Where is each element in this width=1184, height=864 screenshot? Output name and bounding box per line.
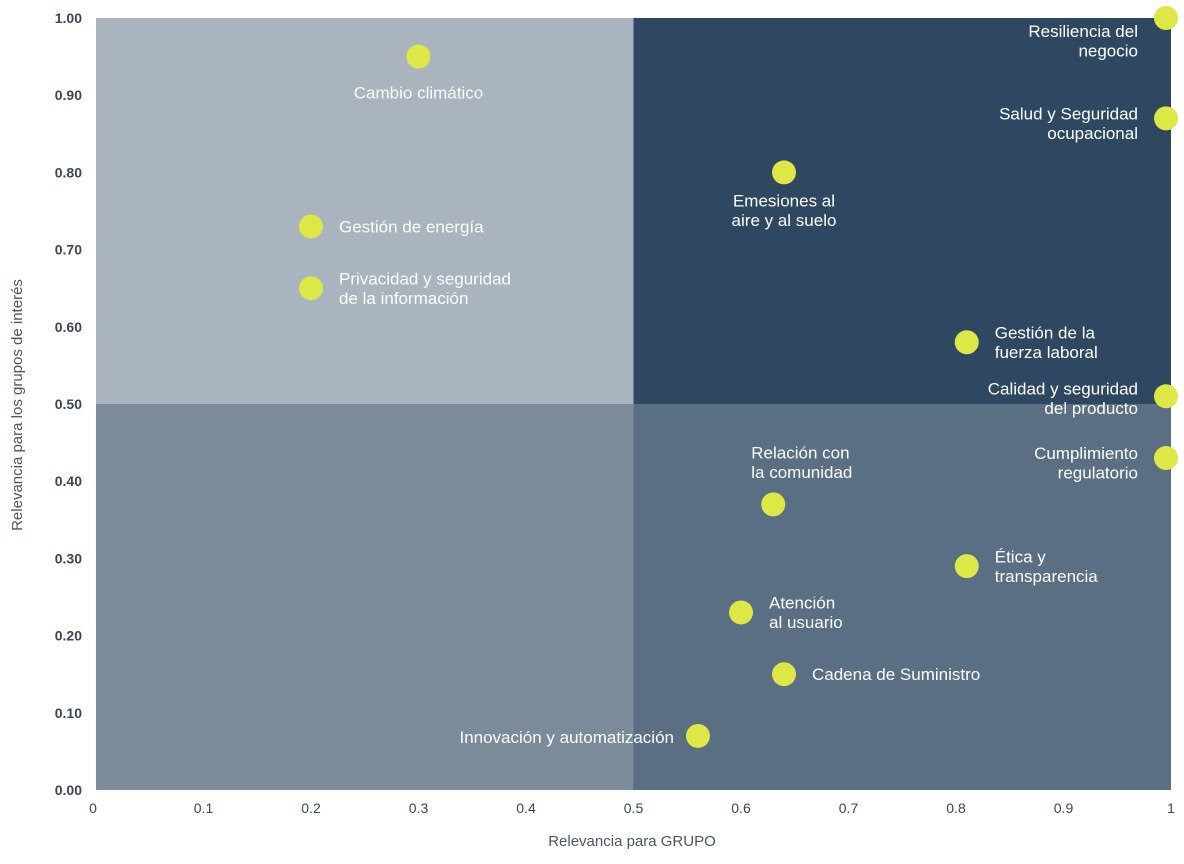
data-point-group: Gestión de energía (299, 214, 484, 239)
x-tick-label: 0.3 (409, 800, 429, 816)
x-tick-label: 1 (1167, 800, 1175, 816)
data-point-marker (1154, 384, 1178, 409)
data-point-marker (729, 600, 753, 625)
data-point-label: Privacidad y seguridad de la información (339, 269, 511, 308)
data-point-group: Resiliencia del negocio (1028, 6, 1178, 61)
y-tick-label: 0.80 (55, 164, 82, 180)
data-point-marker (299, 214, 323, 239)
data-point-marker (686, 723, 710, 748)
data-point-label-line: Relación con (751, 443, 849, 462)
data-point-label: Calidad y seguridad del producto (988, 379, 1138, 418)
data-point-label-line: negocio (1078, 42, 1138, 61)
data-point-label: Resiliencia del negocio (1028, 22, 1138, 61)
data-point-label-line: Gestión de energía (339, 217, 484, 236)
y-tick-label: 0.50 (55, 396, 82, 412)
x-tick-label: 0 (89, 800, 97, 816)
data-point-group: Cumplimiento regulatorio (1034, 444, 1178, 483)
data-point-group: Cambio climático (354, 44, 483, 103)
data-point-marker (761, 492, 786, 517)
data-point-group: Innovación y automatización (459, 723, 710, 748)
y-tick-label: 0.20 (55, 628, 82, 644)
data-point-marker (1154, 446, 1178, 471)
data-point-marker (772, 160, 796, 185)
data-point-label: Relación con la comunidad (751, 443, 852, 482)
quadrant-bottom-left (96, 404, 634, 790)
data-point-label-line: Cambio climático (354, 84, 483, 103)
quadrants (96, 18, 1171, 790)
data-point-label-line: Ética y (995, 547, 1047, 566)
data-point-label-line: Innovación y automatización (459, 728, 674, 747)
y-axis-ticks: 0.00 0.10 0.20 0.30 0.40 0.50 0.60 0.70 0.80 0.90… (55, 10, 82, 798)
data-point-marker (954, 330, 979, 355)
data-point-label: Gestión de energía (339, 217, 484, 236)
x-tick-label: 0.5 (624, 800, 644, 816)
x-axis-label: Relevancia para GRUPO (548, 833, 716, 850)
x-tick-label: 0.8 (946, 800, 966, 816)
data-point-marker (954, 554, 979, 579)
y-tick-label: 0.10 (55, 705, 82, 721)
y-tick-label: 0.00 (55, 782, 82, 798)
data-point-label: Salud y Seguridad ocupacional (999, 104, 1138, 143)
y-tick-label: 0.30 (55, 550, 82, 566)
y-tick-label: 0.60 (55, 319, 82, 335)
data-point-marker (1154, 106, 1178, 131)
y-tick-label: 0.40 (55, 473, 82, 489)
y-axis-label: Relevancia para los grupos de interés (9, 279, 26, 531)
data-point-label: Cumplimiento regulatorio (1034, 444, 1138, 483)
data-point-label: Emesiones al aire y al suelo (732, 191, 837, 230)
data-point-label-line: fuerza laboral (995, 343, 1098, 362)
data-point-label-line: Atención (769, 594, 835, 613)
x-tick-label: 0.6 (731, 800, 751, 816)
y-tick-label: 0.90 (55, 87, 82, 103)
x-tick-label: 0.2 (301, 800, 321, 816)
data-points: Resiliencia del negocio Cambio climático Sa… (299, 6, 1178, 748)
data-point-group: Gestión de la fuerza laboral (954, 323, 1098, 362)
data-point-marker (299, 276, 323, 301)
data-point-label-line: Emesiones al (733, 191, 835, 210)
data-point-group: Atención al usuario (729, 594, 843, 633)
data-point-label-line: Resiliencia del (1028, 22, 1138, 41)
data-point-label-line: Salud y Seguridad (999, 104, 1138, 123)
data-point-marker (1154, 6, 1178, 30)
data-point-group: Salud y Seguridad ocupacional (999, 104, 1178, 143)
data-point-label-line: Calidad y seguridad (988, 379, 1138, 398)
y-tick-label: 1.00 (55, 10, 82, 26)
data-point-label-line: del producto (1044, 399, 1138, 418)
data-point-label-line: Cumplimiento (1034, 444, 1138, 463)
data-point-group: Cadena de Suministro (772, 662, 980, 687)
x-tick-label: 0.9 (1054, 800, 1074, 816)
data-point-label-line: de la información (339, 289, 468, 308)
data-point-group: Ética y transparencia (954, 547, 1099, 586)
data-point-label-line: Privacidad y seguridad (339, 269, 511, 288)
data-point-label-line: Gestión de la (995, 323, 1096, 342)
x-tick-label: 0.7 (839, 800, 859, 816)
data-point-label-line: aire y al suelo (732, 211, 837, 230)
y-tick-label: 0.70 (55, 242, 82, 258)
quadrant-top-right (633, 18, 1171, 404)
data-point-label-line: transparencia (995, 567, 1099, 586)
data-point-label: Atención al usuario (769, 594, 843, 633)
data-point-group: Emesiones al aire y al suelo (732, 160, 837, 230)
data-point-label-line: regulatorio (1058, 464, 1138, 483)
data-point-label-line: ocupacional (1047, 124, 1138, 143)
data-point-marker (406, 44, 431, 69)
x-tick-label: 0.1 (194, 800, 214, 816)
data-point-label: Cambio climático (354, 84, 483, 103)
data-point-label-line: la comunidad (751, 463, 852, 482)
data-point-label: Cadena de Suministro (812, 665, 980, 684)
data-point-group: Calidad y seguridad del producto (988, 379, 1178, 418)
data-point-label: Gestión de la fuerza laboral (995, 323, 1098, 362)
data-point-label-line: al usuario (769, 613, 843, 632)
data-point-label: Ética y transparencia (995, 547, 1099, 586)
data-point-label-line: Cadena de Suministro (812, 665, 980, 684)
data-point-group: Privacidad y seguridad de la información (299, 269, 511, 308)
quadrant-top-left (96, 18, 634, 404)
data-point-marker (772, 662, 796, 687)
x-tick-label: 0.4 (516, 800, 536, 816)
x-axis-ticks: 0 0.1 0.2 0.3 0.4 0.5 0.6 0.7 0.8 0.9 1 (89, 800, 1175, 816)
data-point-label: Innovación y automatización (459, 728, 674, 747)
data-point-group: Relación con la comunidad (751, 443, 852, 517)
quadrant-bottom-right (633, 404, 1171, 790)
